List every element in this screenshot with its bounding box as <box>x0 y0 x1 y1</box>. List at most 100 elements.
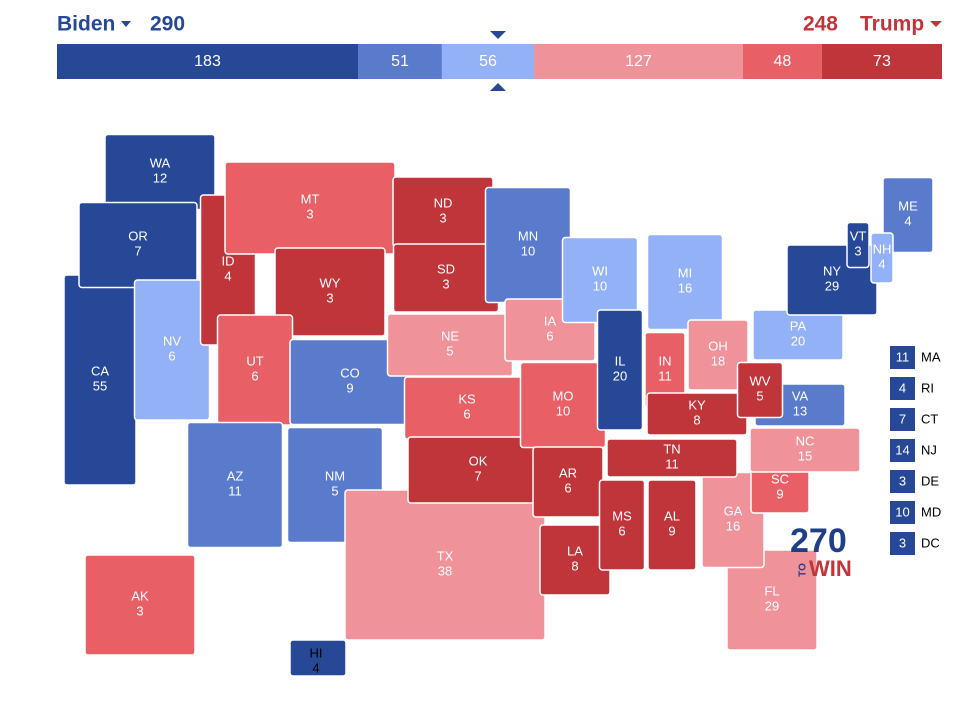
state-abbr: KS <box>458 391 476 406</box>
small-state-box[interactable] <box>890 470 915 493</box>
state[interactable] <box>726 549 818 651</box>
small-state-abbr: MA <box>921 349 941 364</box>
state-abbr: ND <box>434 195 453 210</box>
state[interactable] <box>186 421 284 549</box>
state-ev: 3 <box>136 603 143 618</box>
left-candidate[interactable]: Biden <box>57 13 115 36</box>
state-ev: 4 <box>878 256 885 271</box>
state-ev: 5 <box>756 388 763 403</box>
state-ev: 6 <box>463 406 470 421</box>
state-abbr: AR <box>559 465 577 480</box>
state[interactable] <box>749 427 861 473</box>
state[interactable] <box>736 361 784 419</box>
state-ev: 10 <box>556 403 570 418</box>
state-ev: 29 <box>825 278 839 293</box>
state-abbr: AK <box>131 588 149 603</box>
state[interactable] <box>84 554 196 656</box>
state-abbr: LA <box>567 543 583 558</box>
state-ev: 3 <box>442 276 449 291</box>
state-abbr: VT <box>850 228 867 243</box>
state[interactable] <box>598 479 646 571</box>
state-ev: 55 <box>93 378 107 393</box>
state[interactable] <box>596 309 644 431</box>
state[interactable] <box>647 479 697 571</box>
small-state-ev: 10 <box>895 504 909 519</box>
state-ev: 12 <box>153 170 167 185</box>
state-abbr: MI <box>678 265 692 280</box>
bar-label: 183 <box>194 53 221 70</box>
state-ev: 6 <box>168 348 175 363</box>
state-abbr: ID <box>222 253 235 268</box>
state-abbr: WI <box>592 263 608 278</box>
bar-segment <box>534 44 743 79</box>
state-ev: 18 <box>711 353 725 368</box>
state[interactable] <box>289 639 347 677</box>
state-ev: 4 <box>904 213 911 228</box>
state-abbr: MT <box>301 191 320 206</box>
state[interactable] <box>274 247 386 337</box>
state-abbr: HI <box>310 645 323 660</box>
state-abbr: AZ <box>227 468 244 483</box>
small-state-ev: 4 <box>899 380 906 395</box>
us-map: CA55WA12OR7NV6ID4MT3WY3UT6AZ11CO9NM5ND3S… <box>63 133 934 677</box>
state-abbr: SC <box>771 471 789 486</box>
state-abbr: NV <box>163 333 181 348</box>
state-abbr: NC <box>796 433 815 448</box>
bar-segment <box>358 44 442 79</box>
state-ev: 29 <box>765 598 779 613</box>
state-abbr: NE <box>441 328 459 343</box>
state-ev: 13 <box>793 403 807 418</box>
bar-label: 51 <box>391 53 409 70</box>
small-state-abbr: DE <box>921 473 939 488</box>
small-state-box[interactable] <box>890 532 915 555</box>
state-abbr: CO <box>340 365 360 380</box>
state[interactable] <box>846 221 870 269</box>
state-abbr: ME <box>898 198 918 213</box>
small-state-box[interactable] <box>890 439 915 462</box>
state-ev: 10 <box>521 243 535 258</box>
tally-bar: 183 51 56 127 48 73 <box>57 44 942 79</box>
state-ev: 4 <box>224 268 231 283</box>
right-caret[interactable] <box>930 21 942 27</box>
state-abbr: IL <box>615 353 626 368</box>
small-state-ev: 7 <box>899 411 906 426</box>
small-state-box[interactable] <box>890 377 915 400</box>
state[interactable] <box>882 176 934 254</box>
state-ev: 16 <box>678 280 692 295</box>
state-ev: 8 <box>693 412 700 427</box>
state-abbr: GA <box>724 503 743 518</box>
state-ev: 9 <box>668 523 675 538</box>
state-ev: 3 <box>854 243 861 258</box>
state-ev: 3 <box>326 290 333 305</box>
left-caret[interactable] <box>121 21 131 27</box>
small-state-abbr: NJ <box>921 442 937 457</box>
small-state-ev: 3 <box>899 473 906 488</box>
state[interactable] <box>606 438 738 478</box>
state-ev: 11 <box>658 368 672 383</box>
state-abbr: MN <box>518 228 538 243</box>
state-ev: 38 <box>438 563 452 578</box>
logo: 270 TO WIN <box>790 522 852 581</box>
small-state-box[interactable] <box>890 346 915 369</box>
state-abbr: WV <box>750 373 771 388</box>
state[interactable] <box>133 279 211 421</box>
state[interactable] <box>687 319 749 391</box>
small-state-box[interactable] <box>890 408 915 431</box>
state-abbr: NH <box>873 241 892 256</box>
right-total: 248 <box>803 13 838 36</box>
state-ev: 20 <box>791 333 805 348</box>
state-ev: 7 <box>474 468 481 483</box>
state-abbr: FL <box>764 583 779 598</box>
state[interactable] <box>870 232 894 284</box>
bar-label: 56 <box>479 53 497 70</box>
state-ev: 9 <box>776 486 783 501</box>
small-states: 11 MA 4 RI 7 CT 14 NJ 3 DE 10 MD 3 DC <box>890 346 941 555</box>
state-ev: 8 <box>571 558 578 573</box>
win-marker-top <box>490 31 506 39</box>
state-ev: 11 <box>665 456 679 471</box>
right-candidate[interactable]: Trump <box>860 13 924 36</box>
small-state-abbr: MD <box>921 504 941 519</box>
state[interactable] <box>646 233 724 331</box>
state-ev: 15 <box>798 448 812 463</box>
small-state-box[interactable] <box>890 501 915 524</box>
